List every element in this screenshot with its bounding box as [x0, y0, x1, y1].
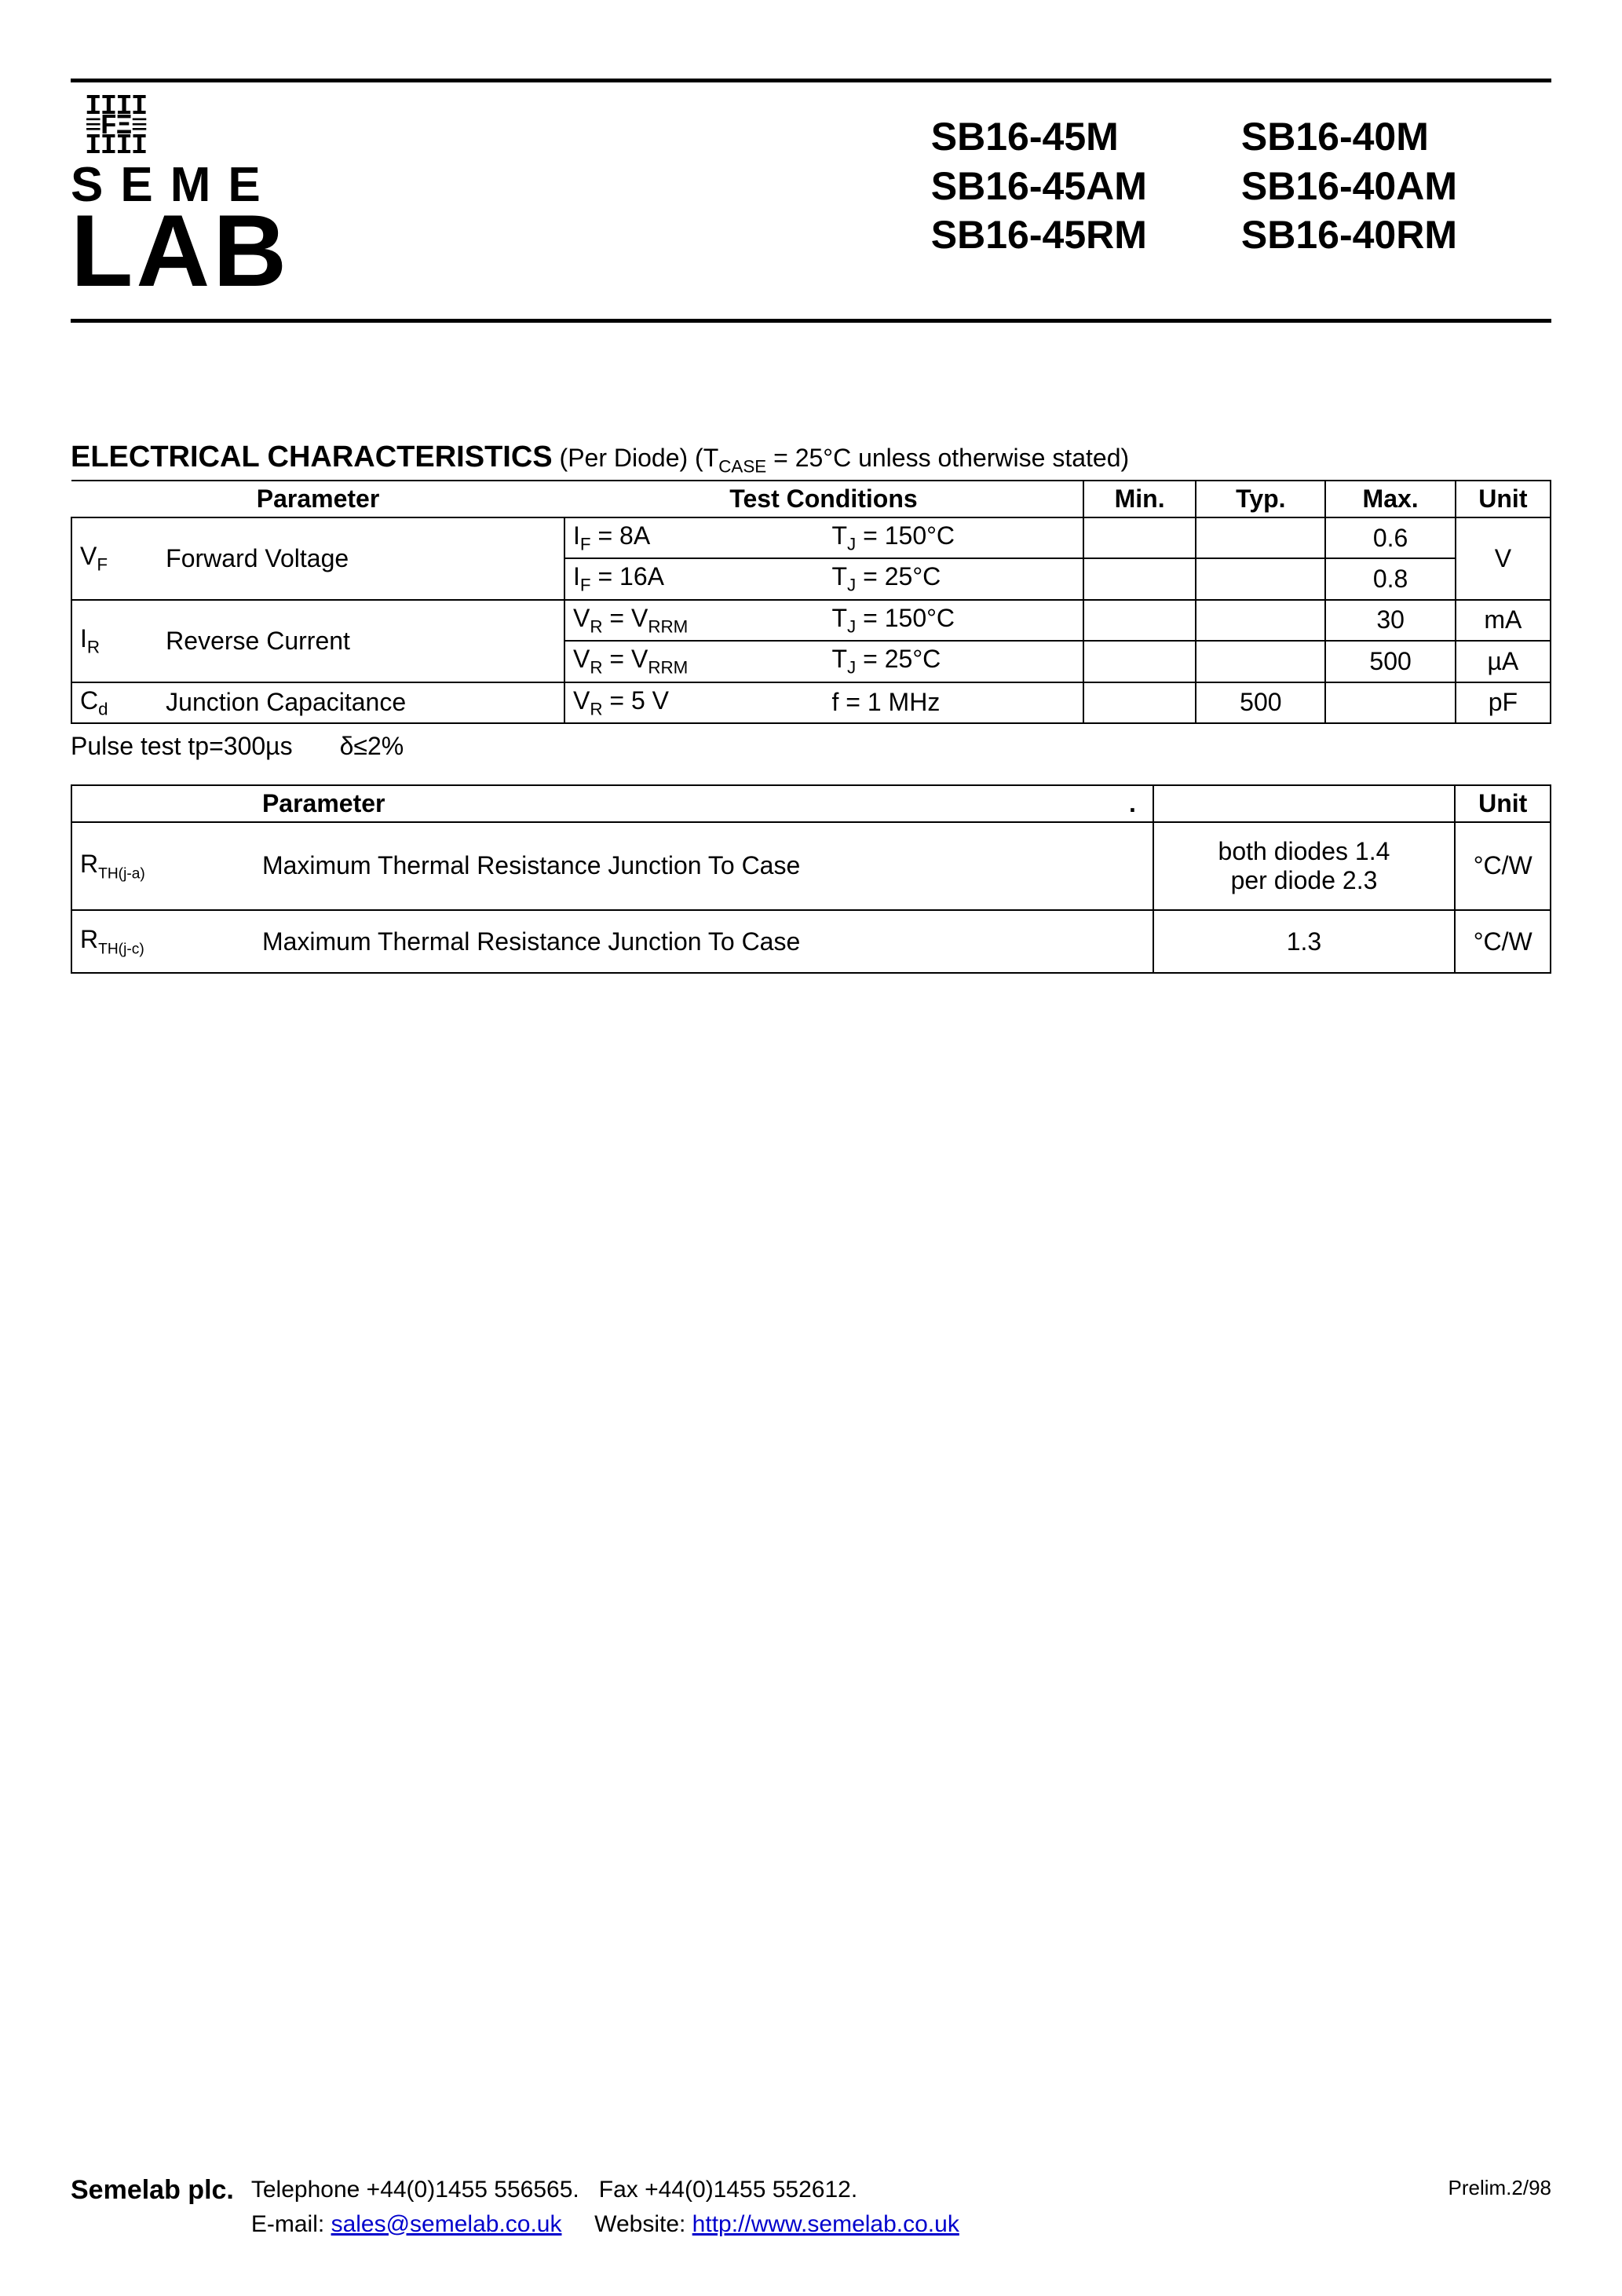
cell-unit: µA	[1456, 641, 1551, 682]
symbol: RTH(j-a)	[71, 822, 254, 910]
part-number: SB16-45AM	[931, 162, 1147, 211]
col-value	[1153, 785, 1456, 822]
param-name: Maximum Thermal Resistance Junction To C…	[254, 822, 1153, 910]
symbol: Cd	[71, 682, 158, 723]
symbol: RTH(j-c)	[71, 910, 254, 973]
cell-typ	[1196, 600, 1325, 641]
col-unit: Unit	[1456, 481, 1551, 517]
cell-min	[1083, 641, 1196, 682]
cell-min	[1083, 600, 1196, 641]
table-row: IR Reverse Current VR = VRRM TJ = 150°C …	[71, 600, 1551, 641]
section-title: ELECTRICAL CHARACTERISTICS (Per Diode) (…	[71, 441, 1551, 477]
cell-min	[1083, 558, 1196, 599]
cell-unit: °C/W	[1455, 822, 1551, 910]
pulse-test-note: Pulse test tp=300µs δ≤2%	[71, 732, 1551, 761]
thermal-resistance-table: Parameter . Unit RTH(j-a) Maximum Therma…	[71, 784, 1551, 974]
cond-2: TJ = 150°C	[824, 517, 1084, 558]
section-title-bold: ELECTRICAL CHARACTERISTICS	[71, 441, 553, 473]
col-typ: Typ.	[1196, 481, 1325, 517]
part-col-1: SB16-45M SB16-45AM SB16-45RM	[931, 112, 1147, 260]
table-row: VF Forward Voltage IF = 8A TJ = 150°C 0.…	[71, 517, 1551, 558]
part-number: SB16-40RM	[1241, 210, 1457, 260]
col-parameter	[71, 785, 254, 822]
cond-1: VR = VRRM	[564, 641, 824, 682]
part-number: SB16-45RM	[931, 210, 1147, 260]
cond-2: TJ = 150°C	[824, 600, 1084, 641]
param-name: Maximum Thermal Resistance Junction To C…	[254, 910, 1153, 973]
logo-line-lab: LAB	[71, 205, 290, 297]
note-a: Pulse test tp=300µs	[71, 732, 293, 760]
col-parameter: Parameter	[71, 481, 564, 517]
section-title-cond: (Per Diode) (TCASE = 25°C unless otherwi…	[553, 444, 1130, 472]
cell-value: both diodes 1.4 per diode 2.3	[1153, 822, 1456, 910]
logo: IIII ≡FΞ≡ IIII SEME LAB	[71, 97, 290, 297]
part-number: SB16-40M	[1241, 112, 1457, 162]
company-name: Semelab plc.	[71, 2173, 234, 2207]
cond-2: TJ = 25°C	[824, 558, 1084, 599]
cond-2: TJ = 25°C	[824, 641, 1084, 682]
col-dot: .	[1121, 785, 1153, 822]
cell-max: 500	[1325, 641, 1455, 682]
cell-unit: V	[1456, 517, 1551, 600]
cond-1: IF = 16A	[564, 558, 824, 599]
part-number: SB16-45M	[931, 112, 1147, 162]
cell-max: 0.6	[1325, 517, 1455, 558]
cond-1: IF = 8A	[564, 517, 824, 558]
cell-min	[1083, 682, 1196, 723]
logo-glyph: IIII ≡FΞ≡ IIII	[85, 97, 290, 156]
cell-value: 1.3	[1153, 910, 1456, 973]
note-b: δ≤2%	[340, 732, 404, 760]
table-row: RTH(j-a) Maximum Thermal Resistance Junc…	[71, 822, 1551, 910]
website-link[interactable]: http://www.semelab.co.uk	[692, 2211, 959, 2237]
param-name: Reverse Current	[158, 600, 564, 682]
symbol: VF	[71, 517, 158, 600]
cell-unit: °C/W	[1455, 910, 1551, 973]
part-col-2: SB16-40M SB16-40AM SB16-40RM	[1241, 112, 1457, 260]
cell-typ	[1196, 517, 1325, 558]
col-min: Min.	[1083, 481, 1196, 517]
cell-max: 30	[1325, 600, 1455, 641]
part-number: SB16-40AM	[1241, 162, 1457, 211]
cell-typ	[1196, 558, 1325, 599]
part-numbers: SB16-45M SB16-45AM SB16-45RM SB16-40M SB…	[931, 97, 1551, 260]
contact-line-1: Telephone +44(0)1455 556565. Fax +44(0)1…	[251, 2173, 959, 2207]
value-line: per diode 2.3	[1162, 866, 1447, 895]
cell-max	[1325, 682, 1455, 723]
symbol: IR	[71, 600, 158, 682]
col-unit: Unit	[1455, 785, 1551, 822]
contact-line-2: E-mail: sales@semelab.co.uk Website: htt…	[251, 2207, 959, 2242]
header: IIII ≡FΞ≡ IIII SEME LAB SB16-45M SB16-45…	[71, 82, 1551, 323]
cell-unit: pF	[1456, 682, 1551, 723]
footer: Semelab plc. Telephone +44(0)1455 556565…	[71, 2173, 1551, 2241]
cell-max: 0.8	[1325, 558, 1455, 599]
cell-typ: 500	[1196, 682, 1325, 723]
cell-min	[1083, 517, 1196, 558]
table-row: Cd Junction Capacitance VR = 5 V f = 1 M…	[71, 682, 1551, 723]
datasheet-page: IIII ≡FΞ≡ IIII SEME LAB SB16-45M SB16-45…	[0, 0, 1622, 2296]
col-max: Max.	[1325, 481, 1455, 517]
cond-2: f = 1 MHz	[824, 682, 1084, 723]
cell-typ	[1196, 641, 1325, 682]
cond-1: VR = VRRM	[564, 600, 824, 641]
table-header-row: Parameter . Unit	[71, 785, 1551, 822]
table-header-row: Parameter Test Conditions Min. Typ. Max.…	[71, 481, 1551, 517]
col-parameter-label: Parameter	[254, 785, 1121, 822]
contact-block: Telephone +44(0)1455 556565. Fax +44(0)1…	[251, 2173, 959, 2241]
cell-unit: mA	[1456, 600, 1551, 641]
email-link[interactable]: sales@semelab.co.uk	[331, 2211, 562, 2237]
revision: Prelim.2/98	[1448, 2173, 1552, 2200]
cond-1: VR = 5 V	[564, 682, 824, 723]
table-row: RTH(j-c) Maximum Thermal Resistance Junc…	[71, 910, 1551, 973]
param-name: Junction Capacitance	[158, 682, 564, 723]
value-line: both diodes 1.4	[1162, 837, 1447, 866]
col-conditions: Test Conditions	[564, 481, 1083, 517]
param-name: Forward Voltage	[158, 517, 564, 600]
electrical-characteristics-table: Parameter Test Conditions Min. Typ. Max.…	[71, 480, 1551, 724]
